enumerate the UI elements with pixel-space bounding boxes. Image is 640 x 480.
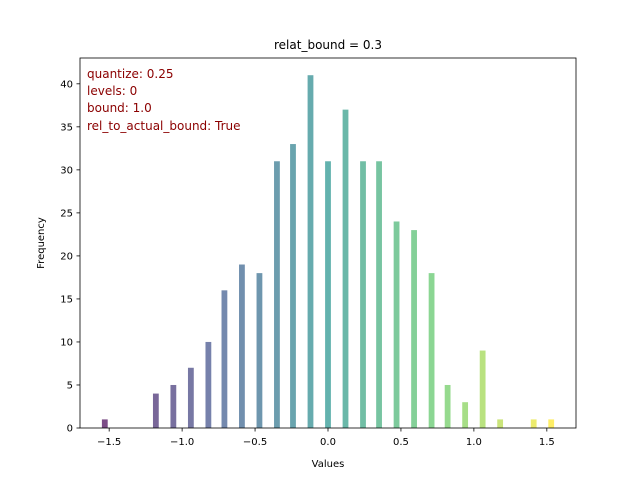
histogram-bar [221,290,228,428]
x-tick-label: −0.5 [243,437,267,448]
x-axis-label: Values [312,459,345,470]
histogram-bar [205,341,212,428]
histogram-bar [376,161,382,428]
annotation-line: quantize: 0.25 [87,67,173,81]
x-axis-ticks: −1.5 −1.0 −0.5 0.0 0.5 1.0 1.5 [97,428,555,448]
y-tick-label: 15 [60,294,73,305]
x-tick-label: −1.5 [97,437,121,448]
y-tick-label: 20 [60,251,73,262]
y-tick-label: 35 [60,122,73,133]
histogram-bar [187,367,194,428]
histogram-bar [342,109,349,428]
y-tick-label: 40 [60,79,73,90]
annotation-block: quantize: 0.25 levels: 0 bound: 1.0 rel_… [87,67,241,133]
histogram-bar [479,350,486,428]
histogram-bar [170,384,177,428]
histogram-bar [411,230,417,428]
x-tick-label: 1.0 [466,437,482,448]
histogram-bar [307,75,314,429]
histogram-bar [497,419,504,428]
x-tick-label: 1.5 [539,437,555,448]
histogram-bar [256,273,263,428]
histogram-bar [462,402,469,428]
histogram-bar [428,273,435,428]
x-tick-label: −1.0 [170,437,194,448]
chart-title: relat_bound = 0.3 [274,38,382,52]
y-axis-label: Frequency [36,217,47,269]
histogram-bar [101,419,108,428]
annotation-line: levels: 0 [87,84,137,98]
histogram-bar [548,419,555,428]
y-axis-ticks: 0 5 10 15 20 25 30 35 40 [60,79,80,435]
histogram-bar [444,384,451,428]
histogram-bar [325,161,331,428]
histogram-bar [530,419,537,428]
histogram-bar [360,161,366,428]
annotation-line: rel_to_actual_bound: True [87,119,241,133]
annotation-line: bound: 1.0 [87,101,152,115]
histogram-bar [290,144,296,429]
histogram-bar [274,161,280,428]
y-tick-label: 5 [67,380,73,391]
bars-group [101,75,555,429]
y-tick-label: 0 [67,424,73,435]
x-tick-label: 0.5 [393,437,409,448]
x-tick-label: 0.0 [320,437,336,448]
histogram-bar [393,221,400,428]
histogram-bar [239,264,245,428]
y-tick-label: 30 [60,165,73,176]
y-tick-label: 25 [60,208,73,219]
histogram-bar [152,393,159,428]
y-tick-label: 10 [60,337,73,348]
